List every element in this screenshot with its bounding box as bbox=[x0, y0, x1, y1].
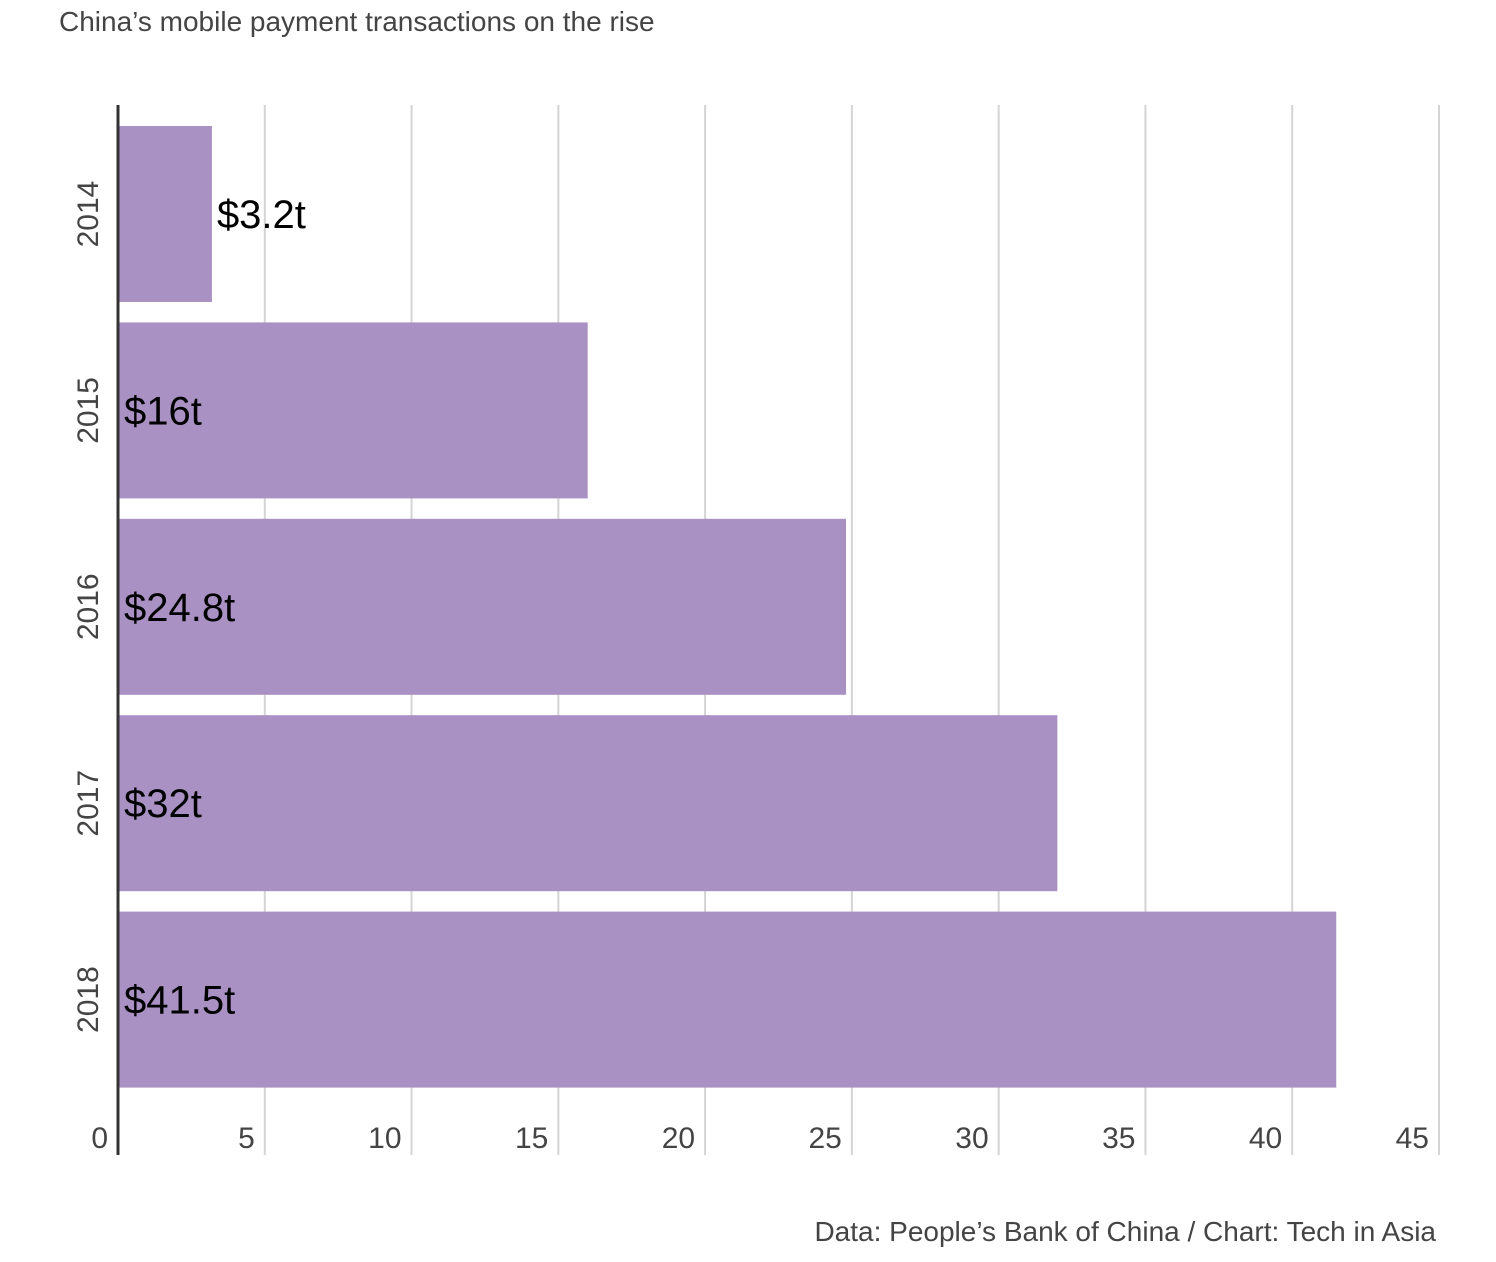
x-tick-label-10: 10 bbox=[368, 1122, 401, 1155]
data-label-2017: $32t bbox=[124, 782, 202, 826]
x-tick-label-30: 30 bbox=[955, 1122, 988, 1155]
category-label-2016: 2016 bbox=[72, 573, 105, 640]
x-tick-label-20: 20 bbox=[662, 1122, 695, 1155]
category-label-2018: 2018 bbox=[72, 966, 105, 1033]
bar-2017 bbox=[118, 715, 1058, 892]
x-tick-label-25: 25 bbox=[809, 1122, 842, 1155]
source-note: Data: People’s Bank of China / Chart: Te… bbox=[814, 1216, 1436, 1247]
x-tick-label-40: 40 bbox=[1249, 1122, 1282, 1155]
data-label-2015: $16t bbox=[124, 389, 202, 433]
bar-2015 bbox=[118, 322, 588, 499]
category-labels: 2014 2015 2016 2017 2018 bbox=[72, 181, 105, 1033]
data-label-2018: $41.5t bbox=[124, 979, 235, 1023]
bar-2014 bbox=[118, 126, 212, 302]
x-tick-label-45: 45 bbox=[1396, 1122, 1429, 1155]
x-tick-label-35: 35 bbox=[1102, 1122, 1135, 1155]
data-label-2016: $24.8t bbox=[124, 586, 235, 630]
category-label-2017: 2017 bbox=[72, 770, 105, 837]
x-tick-label-0: 0 bbox=[91, 1122, 108, 1155]
bars bbox=[118, 126, 1337, 1088]
x-tick-label-5: 5 bbox=[238, 1122, 255, 1155]
x-tick-label-15: 15 bbox=[515, 1122, 548, 1155]
chart-title: China’s mobile payment transactions on t… bbox=[59, 6, 655, 37]
category-label-2015: 2015 bbox=[72, 377, 105, 444]
data-label-2014: $3.2t bbox=[217, 193, 306, 237]
bar-2016 bbox=[118, 518, 847, 695]
x-tick-labels: 0 5 10 15 20 25 30 35 40 45 bbox=[91, 1122, 1429, 1155]
category-label-2014: 2014 bbox=[72, 181, 105, 248]
data-labels: $3.2t $16t $24.8t $32t $41.5t bbox=[124, 193, 306, 1023]
bar-2018 bbox=[118, 911, 1337, 1088]
